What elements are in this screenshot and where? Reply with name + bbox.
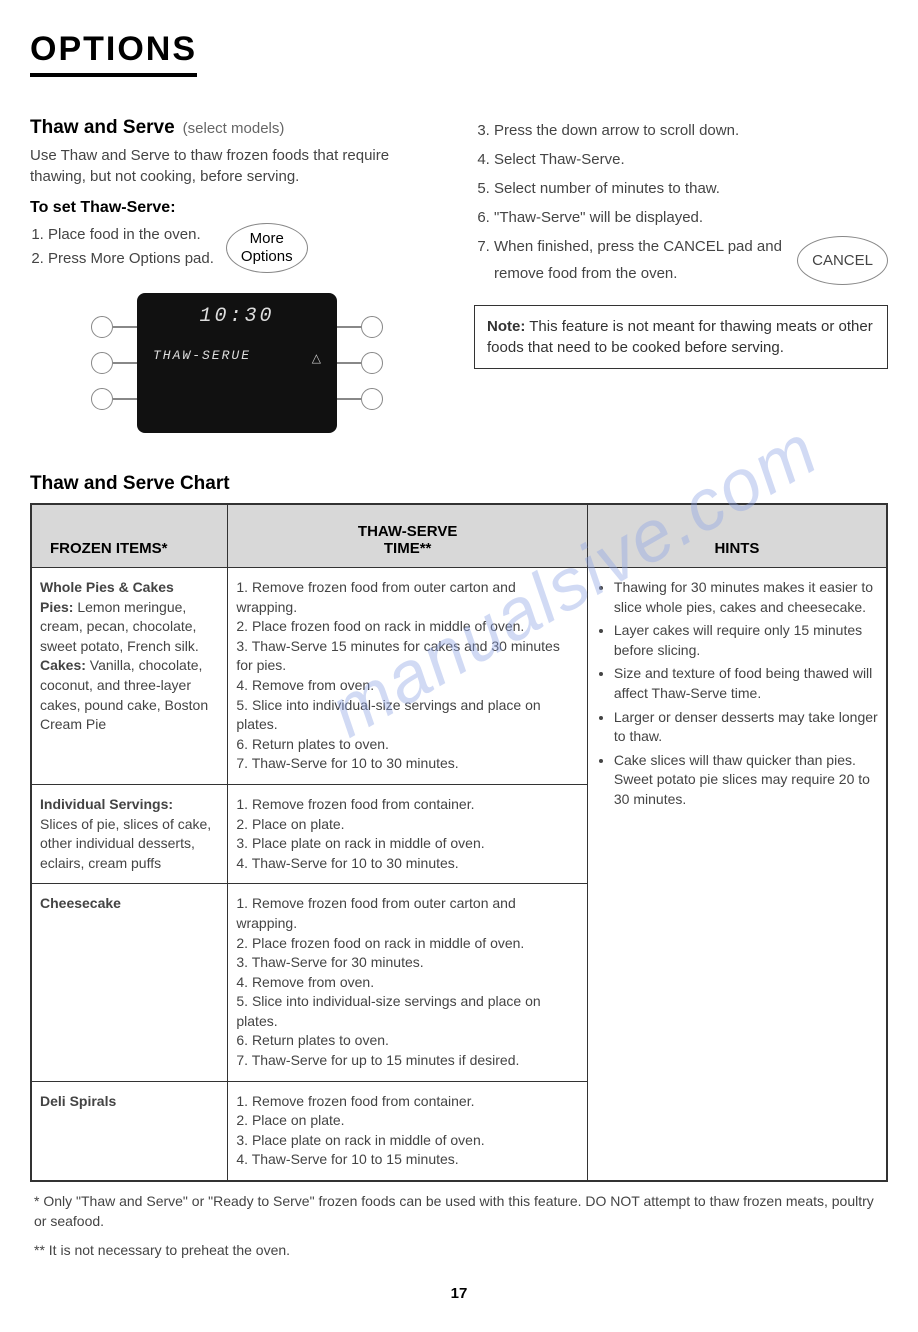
intro-text: Use Thaw and Serve to thaw frozen foods …: [30, 145, 444, 187]
step-text: When finished, press the CANCEL pad and …: [494, 233, 791, 287]
thaw-time-cell: 1. Remove frozen food from outer carton …: [228, 884, 588, 1081]
note-text: This feature is not meant for thawing me…: [487, 318, 873, 356]
col-header: FROZEN ITEMS*: [31, 504, 228, 568]
right-display-button[interactable]: [361, 388, 383, 410]
cancel-button[interactable]: CANCEL: [797, 236, 888, 285]
thaw-time-cell: 1. Remove frozen food from outer carton …: [228, 568, 588, 785]
frozen-item-cell: Deli Spirals: [31, 1081, 228, 1181]
thaw-serve-chart: FROZEN ITEMS* THAW-SERVETIME** HINTS Who…: [30, 503, 888, 1182]
right-display-button[interactable]: [361, 352, 383, 374]
step: Select number of minutes to thaw.: [494, 175, 888, 202]
hint-item: Thawing for 30 minutes makes it easier t…: [614, 578, 878, 617]
oven-display-unit: 10:30 THAW-SERUE △: [30, 293, 444, 433]
step: When finished, press the CANCEL pad and …: [494, 233, 888, 287]
right-steps: Press the down arrow to scroll down. Sel…: [474, 117, 888, 287]
thaw-time-cell: 1. Remove frozen food from container.2. …: [228, 784, 588, 883]
note-box: Note: This feature is not meant for thaw…: [474, 305, 888, 369]
frozen-item-cell: Cheesecake: [31, 884, 228, 1081]
section-subtitle: (select models): [183, 120, 285, 137]
sub-heading: To set Thaw-Serve:: [30, 199, 444, 217]
left-display-button[interactable]: [91, 352, 113, 374]
footnote: ** It is not necessary to preheat the ov…: [30, 1241, 888, 1261]
step: Select Thaw-Serve.: [494, 146, 888, 173]
pill-line: More: [250, 230, 284, 247]
step: Place food in the oven.: [48, 223, 214, 247]
hint-item: Cake slices will thaw quicker than pies.…: [614, 751, 878, 810]
left-steps: Place food in the oven. Press More Optio…: [30, 223, 214, 271]
hint-item: Layer cakes will require only 15 minutes…: [614, 621, 878, 660]
screen-mode-label: THAW-SERUE: [153, 348, 251, 363]
hint-item: Larger or denser desserts may take longe…: [614, 708, 878, 747]
step: Press More Options pad.: [48, 247, 214, 271]
page-title: OPTIONS: [30, 30, 197, 77]
frozen-item-cell: Individual Servings:Slices of pie, slice…: [31, 784, 228, 883]
step: "Thaw-Serve" will be displayed.: [494, 204, 888, 231]
screen-time: 10:30: [199, 305, 274, 328]
section-heading: Thaw and Serve: [30, 117, 175, 139]
scroll-indicator-icon: △: [312, 351, 321, 366]
thaw-time-cell: 1. Remove frozen food from container.2. …: [228, 1081, 588, 1181]
left-display-button[interactable]: [91, 388, 113, 410]
chart-heading: Thaw and Serve Chart: [30, 473, 888, 495]
pill-line: Options: [241, 248, 293, 265]
col-header: THAW-SERVETIME**: [228, 504, 588, 568]
note-label: Note:: [487, 318, 525, 335]
hint-item: Size and texture of food being thawed wi…: [614, 664, 878, 703]
footnote: * Only "Thaw and Serve" or "Ready to Ser…: [30, 1192, 888, 1231]
step: Press the down arrow to scroll down.: [494, 117, 888, 144]
frozen-item-cell: Whole Pies & CakesPies: Lemon meringue, …: [31, 568, 228, 785]
more-options-button[interactable]: More Options: [226, 223, 308, 273]
page-number: 17: [30, 1285, 888, 1302]
left-display-button[interactable]: [91, 316, 113, 338]
hints-cell: Thawing for 30 minutes makes it easier t…: [587, 568, 887, 1182]
col-header: HINTS: [587, 504, 887, 568]
oven-screen: 10:30 THAW-SERUE △: [137, 293, 337, 433]
right-display-button[interactable]: [361, 316, 383, 338]
